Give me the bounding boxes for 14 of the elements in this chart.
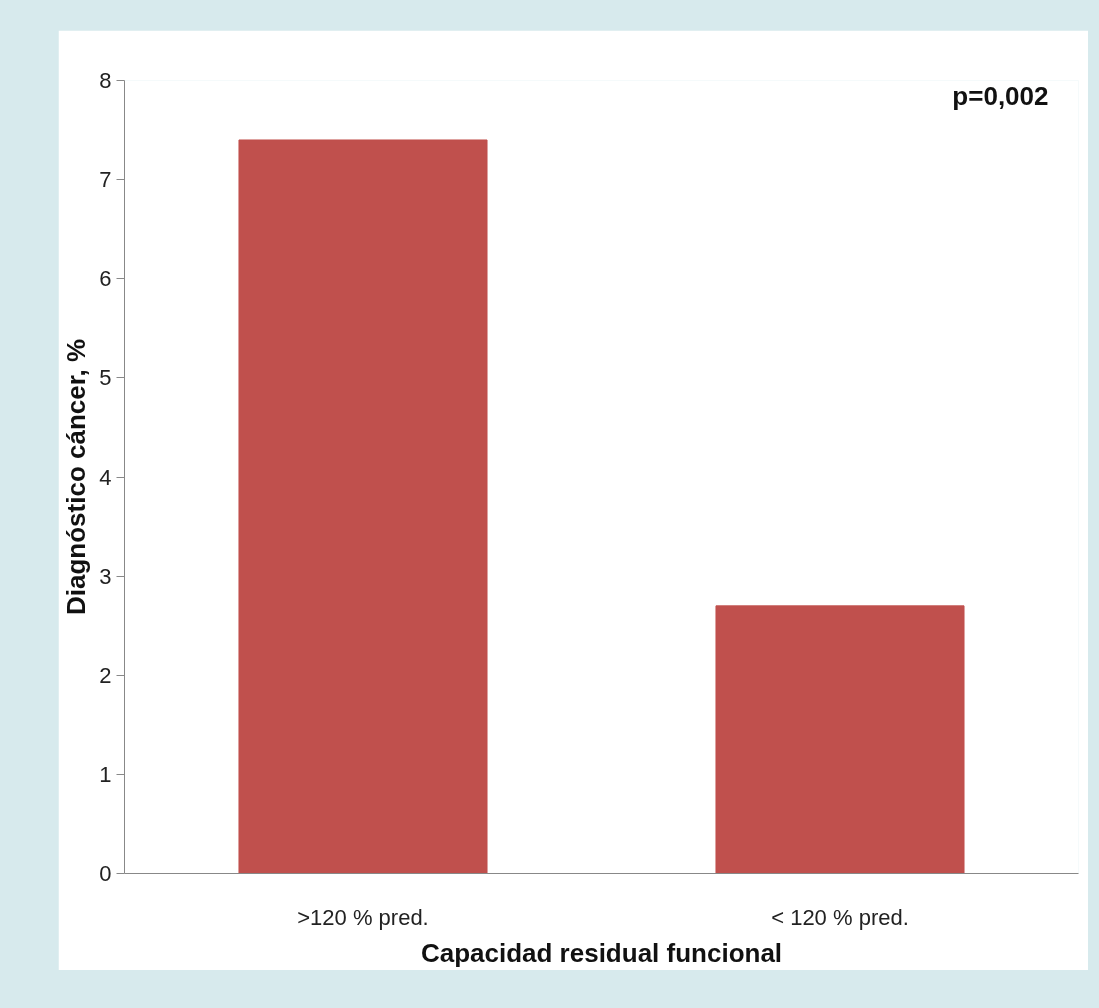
x-axis-title: Capacidad residual funcional bbox=[420, 937, 783, 968]
y-tick-label: 3 bbox=[99, 563, 112, 589]
y-tick-label: 8 bbox=[99, 68, 112, 93]
y-axis-title: Diagnóstico cáncer, % bbox=[61, 339, 92, 615]
y-tick-label: 7 bbox=[99, 167, 112, 193]
y-tick-label: 1 bbox=[99, 761, 112, 787]
x-tick-label: < 120 % pred. bbox=[771, 904, 909, 930]
y-tick-label: 4 bbox=[99, 464, 112, 490]
y-tick-label: 5 bbox=[99, 365, 112, 391]
y-tick-label: 2 bbox=[99, 662, 112, 688]
y-tick-label: 6 bbox=[99, 266, 112, 292]
annotation: p=0,002 bbox=[952, 80, 1049, 111]
x-tick-label: >120 % pred. bbox=[297, 904, 429, 930]
y-tick-label: 0 bbox=[99, 861, 112, 886]
